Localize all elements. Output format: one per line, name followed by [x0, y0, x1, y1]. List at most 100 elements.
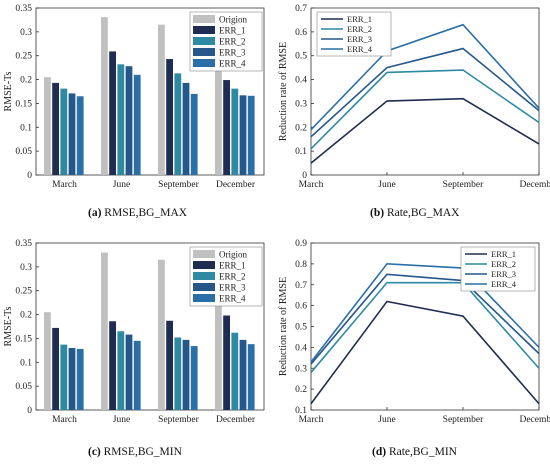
legend-swatch	[193, 48, 215, 56]
y-tick-label: 0.1	[295, 147, 307, 157]
x-tick-label: June	[378, 415, 395, 425]
bar	[174, 337, 182, 410]
y-tick-label: 0.15	[15, 334, 32, 344]
bar	[60, 88, 68, 175]
chart-rate-bg-min: 0.1 0.2 0.3 0.4 0.5 0.6 0.7 0.8 0.9 Reduction rat…	[278, 239, 550, 425]
bar	[125, 334, 133, 410]
bar	[247, 344, 255, 410]
bar	[117, 331, 125, 410]
y-tick-label: 0.4	[295, 343, 307, 353]
legend-label: ERR_2	[219, 37, 246, 47]
bar	[109, 51, 116, 175]
series-line	[310, 97, 540, 164]
series-line	[310, 47, 540, 138]
y-tick-label: 0.05	[15, 147, 32, 157]
y-tick-label: 0.1	[20, 123, 32, 133]
y-tick-label: 0.2	[20, 76, 32, 86]
series-line	[310, 69, 540, 150]
bar	[215, 300, 222, 410]
series-line	[310, 23, 540, 131]
x-tick-label: September	[158, 415, 199, 425]
x-tick-label: March	[299, 415, 324, 425]
chart-rmse-bg-max: 0 0.05 0.1 0.15 0.2 0.25 0.3 0.35 RMSE-Ts March Ju…	[3, 4, 265, 190]
bar	[158, 24, 165, 176]
plot-frame	[35, 242, 265, 411]
legend-label: ERR_1	[347, 14, 372, 24]
bar	[60, 344, 68, 410]
x-tick-label: December	[216, 415, 256, 425]
bar	[239, 95, 247, 175]
plot-frame	[310, 7, 540, 176]
x-tick-label: March	[299, 180, 324, 190]
bar	[101, 252, 108, 410]
legend-label: ERR_4	[491, 279, 517, 289]
y-tick-label: 0.25	[15, 52, 32, 62]
y-axis-label: Reduction rate of RMSE	[278, 42, 289, 141]
bar	[247, 95, 255, 175]
y-tick-label: 0.6	[295, 28, 307, 38]
legend-swatch	[193, 15, 215, 23]
bar	[239, 339, 247, 410]
bar	[125, 66, 133, 175]
bar	[44, 312, 51, 410]
bar	[68, 347, 76, 410]
legend-label: ERR_3	[347, 34, 372, 44]
plot-frame	[35, 7, 265, 176]
legend-label: ERR_2	[219, 272, 246, 282]
y-tick-label: 0.9	[295, 239, 307, 249]
y-tick-label: 0.4	[295, 76, 307, 86]
bar	[52, 82, 59, 175]
bar	[133, 340, 141, 410]
y-tick-label: 0.05	[15, 382, 32, 392]
y-tick-label: 0.6	[295, 302, 307, 312]
bar	[190, 93, 198, 175]
y-tick-label: 0.3	[295, 364, 307, 374]
series-line	[310, 263, 540, 363]
x-tick-label: September	[443, 180, 484, 190]
legend-swatch	[193, 283, 215, 291]
y-tick-label: 0.3	[295, 99, 307, 109]
y-axis-label: RMSE-Ts	[3, 71, 14, 111]
y-tick-label: 0.25	[15, 287, 32, 297]
bar	[158, 259, 165, 410]
legend-swatch	[193, 26, 215, 34]
bar	[52, 327, 59, 410]
chart-rate-bg-max: 0 0.1 0.2 0.3 0.4 0.5 0.6 0.7 Reduction rate of …	[278, 4, 550, 190]
y-tick-label: 0	[302, 171, 307, 181]
bar	[76, 96, 84, 175]
bar	[231, 88, 239, 175]
y-axis-label: Reduction rate of RMSE	[278, 277, 289, 376]
bar	[190, 346, 198, 410]
bar	[174, 73, 182, 175]
x-tick-label: December	[216, 180, 256, 190]
bar	[133, 74, 141, 175]
y-tick-label: 0	[27, 406, 32, 416]
bar	[76, 348, 84, 410]
bar	[223, 315, 230, 410]
bar	[109, 321, 116, 410]
legend-label: Origion	[219, 15, 247, 25]
y-tick-label: 0.1	[20, 358, 32, 368]
x-tick-label: March	[52, 180, 77, 190]
y-tick-label: 0.3	[20, 28, 32, 38]
y-tick-label: 0.5	[295, 323, 307, 333]
y-tick-label: 0.15	[15, 99, 32, 109]
x-tick-label: June	[378, 180, 395, 190]
caption-text: RMSE,BG_MIN	[103, 446, 182, 458]
y-tick-label: 0.3	[20, 263, 32, 273]
y-tick-label: 0.7	[295, 4, 307, 14]
x-tick-label: September	[158, 180, 199, 190]
x-tick-label: September	[443, 415, 484, 425]
y-tick-label: 0.2	[295, 385, 307, 395]
caption-letter: (a)	[88, 207, 102, 219]
legend-label: ERR_1	[491, 249, 516, 259]
legend-swatch	[193, 59, 215, 67]
caption-letter: (b)	[370, 207, 385, 219]
bar	[44, 77, 51, 175]
chart-rmse-bg-min: 0 0.05 0.1 0.15 0.2 0.25 0.3 0.35 RMSE-Ts March Ju…	[3, 239, 265, 425]
bar	[166, 320, 173, 410]
legend-swatch	[193, 261, 215, 269]
legend-label: ERR_3	[491, 269, 516, 279]
bar	[215, 64, 222, 175]
x-tick-label: June	[113, 415, 130, 425]
